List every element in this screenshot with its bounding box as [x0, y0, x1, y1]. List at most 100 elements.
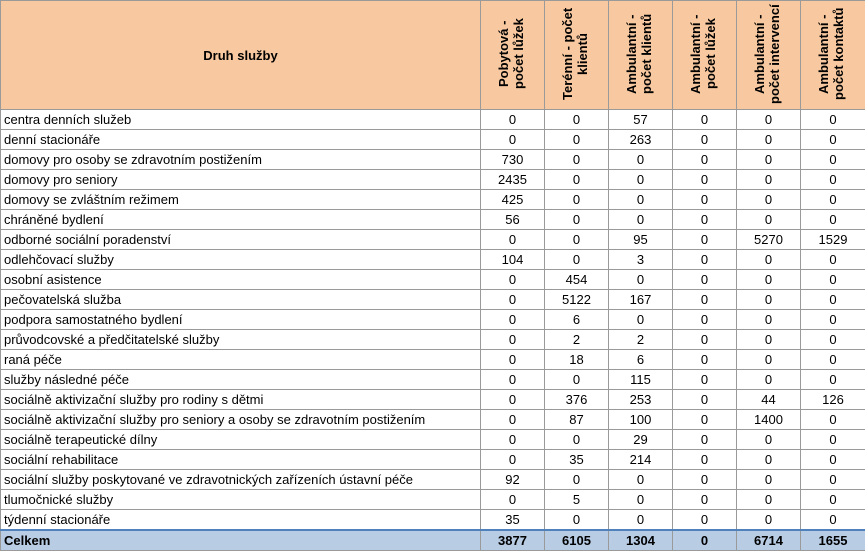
- value-cell: 0: [673, 470, 737, 490]
- value-cell: 0: [737, 250, 801, 270]
- value-cell: 2: [609, 330, 673, 350]
- value-cell: 0: [801, 270, 865, 290]
- header-residential-beds: Pobytová - počet lůžek: [481, 1, 545, 110]
- value-cell: 2: [545, 330, 609, 350]
- value-cell: 0: [801, 310, 865, 330]
- value-cell: 0: [481, 310, 545, 330]
- value-cell: 35: [545, 450, 609, 470]
- value-cell: 0: [801, 450, 865, 470]
- value-cell: 5270: [737, 230, 801, 250]
- value-cell: 0: [609, 170, 673, 190]
- table-row: sociálně aktivizační služby pro seniory …: [1, 410, 865, 430]
- value-cell: 0: [673, 510, 737, 531]
- value-cell: 376: [545, 390, 609, 410]
- header-label: Ambulantní - počet intervencí: [752, 4, 786, 104]
- service-name-cell: domovy pro osoby se zdravotním postižení…: [1, 150, 481, 170]
- value-cell: 454: [545, 270, 609, 290]
- service-name-cell: domovy pro seniory: [1, 170, 481, 190]
- value-cell: 0: [609, 470, 673, 490]
- value-cell: 0: [481, 290, 545, 310]
- value-cell: 0: [801, 330, 865, 350]
- value-cell: 0: [545, 130, 609, 150]
- service-name-cell: sociálně aktivizační služby pro seniory …: [1, 410, 481, 430]
- value-cell: 425: [481, 190, 545, 210]
- value-cell: 0: [673, 410, 737, 430]
- value-cell: 0: [673, 370, 737, 390]
- value-cell: 2435: [481, 170, 545, 190]
- value-cell: 0: [481, 410, 545, 430]
- value-cell: 0: [481, 390, 545, 410]
- value-cell: 0: [673, 390, 737, 410]
- header-outpatient-interventions: Ambulantní - počet intervencí: [737, 1, 801, 110]
- value-cell: 0: [481, 230, 545, 250]
- service-name-cell: denní stacionáře: [1, 130, 481, 150]
- value-cell: 0: [801, 130, 865, 150]
- table-row: domovy pro osoby se zdravotním postižení…: [1, 150, 865, 170]
- header-label: Pobytová - počet lůžek: [496, 4, 530, 104]
- value-cell: 0: [737, 510, 801, 531]
- value-cell: 56: [481, 210, 545, 230]
- value-cell: 126: [801, 390, 865, 410]
- value-cell: 0: [673, 230, 737, 250]
- value-cell: 5: [545, 490, 609, 510]
- header-row: Druh služby Pobytová - počet lůžek Terén…: [1, 1, 865, 110]
- value-cell: 0: [673, 330, 737, 350]
- header-label: Ambulantní - počet lůžek: [688, 4, 722, 104]
- service-name-cell: pečovatelská služba: [1, 290, 481, 310]
- total-value: 1304: [609, 530, 673, 551]
- value-cell: 100: [609, 410, 673, 430]
- value-cell: 0: [801, 110, 865, 130]
- service-name-cell: centra denních služeb: [1, 110, 481, 130]
- value-cell: 0: [481, 130, 545, 150]
- value-cell: 0: [801, 290, 865, 310]
- value-cell: 0: [801, 250, 865, 270]
- value-cell: 0: [673, 430, 737, 450]
- value-cell: 0: [737, 110, 801, 130]
- header-label: Ambulantní - počet kontaktů: [816, 4, 850, 104]
- table-row: sociálně aktivizační služby pro rodiny s…: [1, 390, 865, 410]
- value-cell: 0: [609, 270, 673, 290]
- value-cell: 115: [609, 370, 673, 390]
- value-cell: 0: [801, 150, 865, 170]
- total-value: 3877: [481, 530, 545, 551]
- total-label: Celkem: [1, 530, 481, 551]
- service-name-cell: sociální služby poskytované ve zdravotni…: [1, 470, 481, 490]
- value-cell: 0: [673, 310, 737, 330]
- value-cell: 0: [737, 430, 801, 450]
- value-cell: 167: [609, 290, 673, 310]
- value-cell: 0: [801, 190, 865, 210]
- value-cell: 0: [737, 270, 801, 290]
- value-cell: 1529: [801, 230, 865, 250]
- service-name-cell: služby následné péče: [1, 370, 481, 390]
- value-cell: 0: [673, 350, 737, 370]
- value-cell: 0: [481, 430, 545, 450]
- service-name-cell: sociálně aktivizační služby pro rodiny s…: [1, 390, 481, 410]
- value-cell: 0: [737, 190, 801, 210]
- value-cell: 0: [801, 490, 865, 510]
- total-value: 0: [673, 530, 737, 551]
- table-row: sociální služby poskytované ve zdravotni…: [1, 470, 865, 490]
- value-cell: 35: [481, 510, 545, 531]
- service-name-cell: osobní asistence: [1, 270, 481, 290]
- total-row: Celkem 3877 6105 1304 0 6714 1655: [1, 530, 865, 551]
- value-cell: 0: [673, 250, 737, 270]
- value-cell: 0: [737, 370, 801, 390]
- value-cell: 0: [481, 490, 545, 510]
- value-cell: 0: [481, 270, 545, 290]
- header-label: Terénní - počet klientů: [560, 4, 594, 104]
- value-cell: 0: [481, 110, 545, 130]
